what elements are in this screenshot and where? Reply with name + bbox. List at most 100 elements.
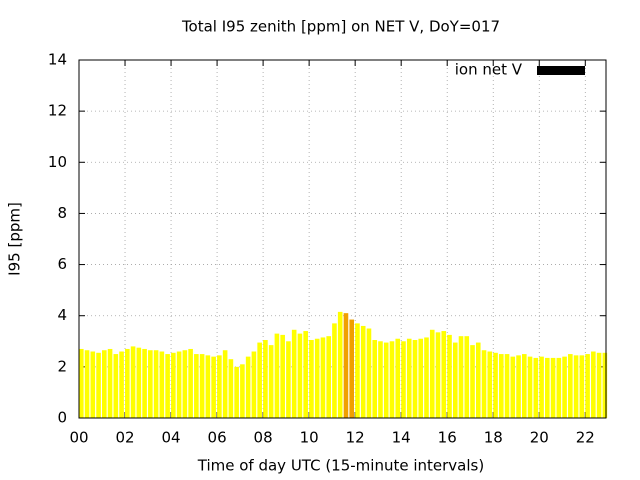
x-tick-label: 06 xyxy=(208,429,227,447)
x-tick-label: 10 xyxy=(300,429,319,447)
bar xyxy=(447,334,452,418)
bar xyxy=(182,350,188,418)
bar xyxy=(171,352,176,418)
bar xyxy=(217,355,222,418)
chart-title: Total I95 zenith [ppm] on NET V, DoY=017 xyxy=(181,18,500,36)
y-tick-label: 10 xyxy=(48,153,67,171)
bar xyxy=(475,342,481,418)
bar xyxy=(337,311,343,418)
bar xyxy=(349,319,355,418)
bar xyxy=(591,351,596,418)
bar xyxy=(199,354,205,418)
x-tick-label: 20 xyxy=(530,429,549,447)
bar xyxy=(148,350,153,418)
bar xyxy=(245,356,251,418)
x-tick-label: 02 xyxy=(115,429,134,447)
x-tick-label: 18 xyxy=(484,429,503,447)
bar xyxy=(297,333,303,418)
legend-swatch xyxy=(537,66,585,75)
bar xyxy=(107,348,113,418)
x-tick-label: 12 xyxy=(346,429,365,447)
bar xyxy=(136,347,142,418)
bar xyxy=(596,352,602,418)
bar xyxy=(165,354,170,418)
bar xyxy=(602,352,608,418)
x-tick-label: 08 xyxy=(254,429,273,447)
bar xyxy=(343,313,349,418)
bar xyxy=(562,356,567,418)
bar xyxy=(401,341,406,418)
y-axis-label: I95 [ppm] xyxy=(6,202,24,276)
bar xyxy=(378,341,383,418)
bar xyxy=(545,357,550,418)
bar xyxy=(395,338,401,418)
bar xyxy=(579,355,585,418)
bar xyxy=(406,338,412,418)
bar xyxy=(429,329,435,418)
bar xyxy=(470,345,475,418)
bar xyxy=(194,354,199,418)
bar xyxy=(263,340,268,418)
bar xyxy=(257,342,262,418)
bar xyxy=(240,364,245,418)
bar xyxy=(268,345,274,418)
bar xyxy=(211,356,216,418)
bar xyxy=(516,355,521,418)
bar xyxy=(205,355,211,418)
bar xyxy=(493,352,498,418)
bar xyxy=(573,355,579,418)
bar xyxy=(568,354,573,418)
bar xyxy=(332,323,337,418)
bar xyxy=(291,329,297,418)
bar xyxy=(424,337,429,418)
legend-label: ion net V xyxy=(455,61,523,79)
bar xyxy=(251,351,257,418)
bar xyxy=(326,336,331,418)
bar xyxy=(309,340,314,418)
bar xyxy=(280,334,285,418)
y-tick-label: 0 xyxy=(57,409,67,427)
bar xyxy=(96,352,101,418)
bar xyxy=(314,338,320,418)
bar xyxy=(464,336,470,418)
bar xyxy=(159,351,165,418)
bar xyxy=(458,336,464,418)
bar xyxy=(102,350,107,418)
bar xyxy=(153,350,159,418)
y-tick-label: 2 xyxy=(57,357,67,375)
bar xyxy=(481,350,487,418)
bar xyxy=(412,340,418,418)
bar xyxy=(504,354,510,418)
x-tick-label: 16 xyxy=(438,429,457,447)
bar xyxy=(228,359,234,418)
x-tick-label: 22 xyxy=(576,429,595,447)
bar xyxy=(441,331,447,418)
bar xyxy=(487,351,493,418)
x-axis-label: Time of day UTC (15-minute intervals) xyxy=(197,457,484,475)
bar xyxy=(320,337,326,418)
bar xyxy=(452,342,458,418)
bar xyxy=(303,331,308,418)
bar xyxy=(435,332,441,418)
bar xyxy=(418,338,424,418)
bar xyxy=(125,348,130,418)
x-tick-label: 14 xyxy=(392,429,411,447)
bar xyxy=(188,348,193,418)
bar xyxy=(498,354,504,418)
y-tick-label: 4 xyxy=(57,306,67,324)
bar xyxy=(142,348,147,418)
bar xyxy=(274,333,280,418)
bar xyxy=(366,328,372,418)
bar xyxy=(389,341,395,418)
bar xyxy=(550,357,556,418)
bar xyxy=(383,342,389,418)
bar xyxy=(79,348,84,418)
bar xyxy=(556,357,562,418)
bar xyxy=(234,366,239,418)
bar xyxy=(360,325,366,418)
bar xyxy=(585,354,590,418)
y-tick-label: 12 xyxy=(48,102,67,120)
plot-frame xyxy=(78,59,607,419)
x-tick-label: 00 xyxy=(69,429,88,447)
bar xyxy=(130,346,136,418)
